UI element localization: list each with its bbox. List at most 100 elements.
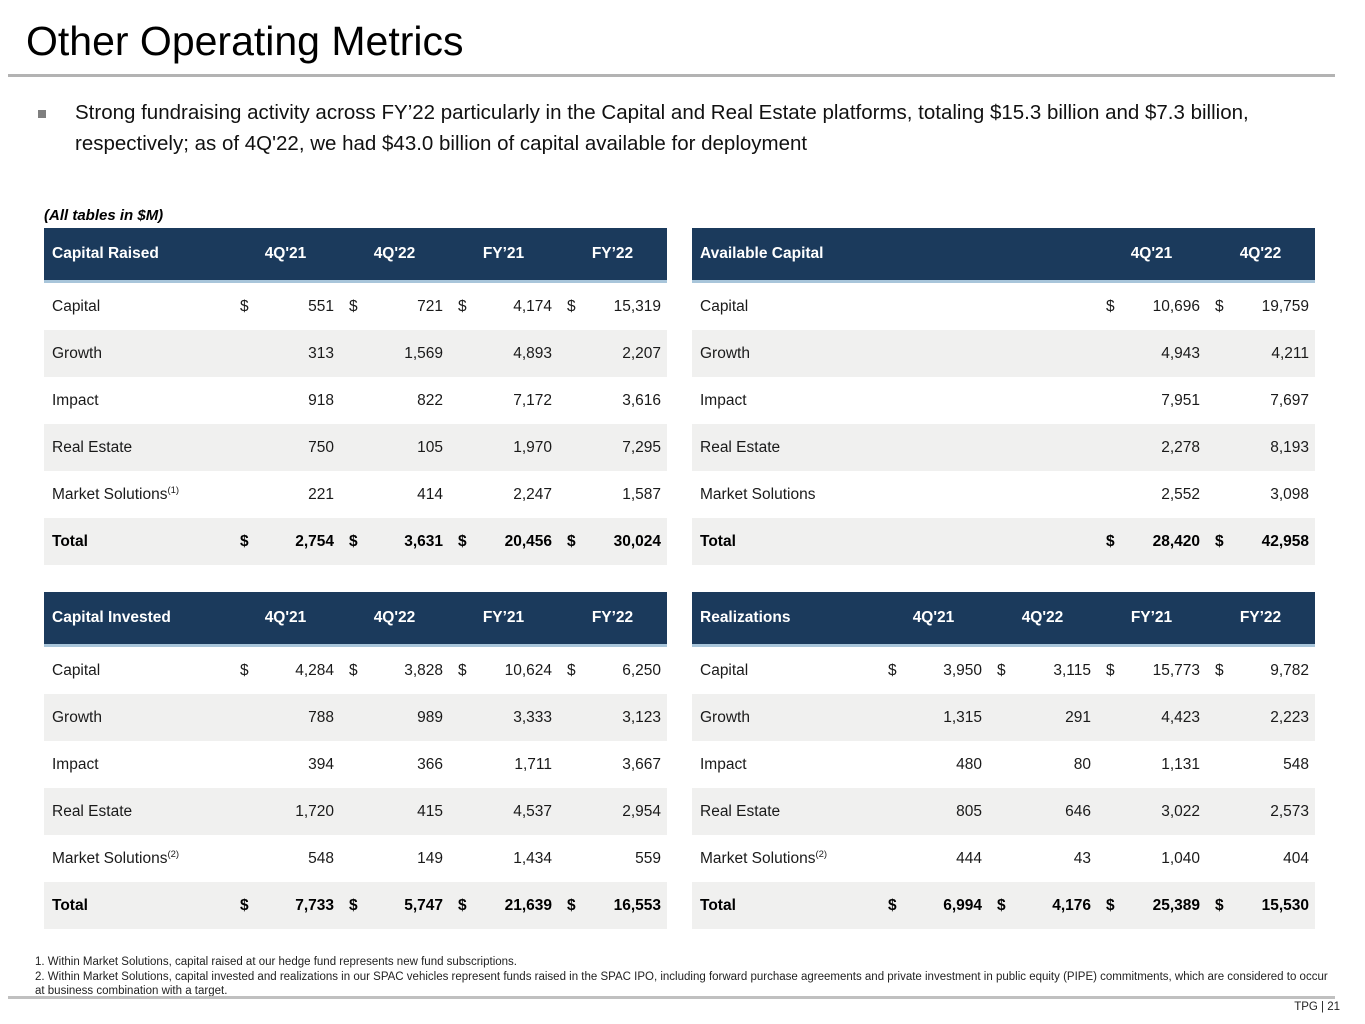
row-label-text: Impact bbox=[52, 755, 99, 773]
value-cell: 1,131 bbox=[1097, 756, 1206, 774]
footnote-1: 1. Within Market Solutions, capital rais… bbox=[35, 956, 517, 968]
row-label: Growth bbox=[692, 709, 879, 727]
value: 4,284 bbox=[295, 661, 334, 679]
row-label-text: Impact bbox=[700, 755, 747, 773]
value: 149 bbox=[417, 849, 443, 867]
value: 414 bbox=[417, 485, 443, 503]
currency-symbol: $ bbox=[349, 297, 358, 315]
table-header-row: Available Capital 4Q'21 4Q'22 bbox=[692, 228, 1315, 283]
value: 9,782 bbox=[1270, 661, 1309, 679]
value-cell: $10,696 bbox=[1097, 298, 1206, 316]
row-label-text: Total bbox=[52, 896, 88, 914]
value-cell: $15,319 bbox=[558, 298, 667, 316]
value-cell: 918 bbox=[231, 392, 340, 410]
row-label: Total bbox=[44, 533, 231, 551]
table-row: Impact 7,951 7,697 bbox=[692, 377, 1315, 424]
value: 394 bbox=[308, 755, 334, 773]
value-cell: 2,207 bbox=[558, 345, 667, 363]
value-cell: $25,389 bbox=[1097, 897, 1206, 915]
row-label: Real Estate bbox=[692, 439, 1097, 457]
value: 80 bbox=[1073, 755, 1091, 773]
value: 8,193 bbox=[1270, 438, 1309, 456]
value-cell: 414 bbox=[340, 486, 449, 504]
row-label-text: Growth bbox=[700, 708, 750, 726]
value: 221 bbox=[308, 485, 334, 503]
page-number: TPG | 21 bbox=[1294, 1001, 1340, 1013]
value-cell: 3,667 bbox=[558, 756, 667, 774]
value-cell: 1,587 bbox=[558, 486, 667, 504]
value: 105 bbox=[417, 438, 443, 456]
value-cell: 548 bbox=[1206, 756, 1315, 774]
currency-symbol: $ bbox=[888, 661, 897, 679]
currency-symbol: $ bbox=[1215, 896, 1224, 914]
value: 3,667 bbox=[622, 755, 661, 773]
footnotes: 1. Within Market Solutions, capital rais… bbox=[35, 955, 1340, 999]
footer-divider bbox=[8, 996, 1335, 999]
value-cell: $30,024 bbox=[558, 533, 667, 551]
currency-symbol: $ bbox=[458, 896, 467, 914]
column-header: 4Q'22 bbox=[1239, 245, 1282, 262]
table-row: Total $28,420 $42,958 bbox=[692, 518, 1315, 565]
column-header: 4Q'22 bbox=[373, 245, 416, 262]
row-label: Impact bbox=[692, 756, 879, 774]
currency-symbol: $ bbox=[1106, 661, 1115, 679]
value-cell: 822 bbox=[340, 392, 449, 410]
table-row: Market Solutions(2) 548 149 1,434 559 bbox=[44, 835, 667, 882]
value-cell: $3,828 bbox=[340, 662, 449, 680]
value: 313 bbox=[308, 344, 334, 362]
value: 1,587 bbox=[622, 485, 661, 503]
row-label-text: Impact bbox=[52, 391, 99, 409]
value: 548 bbox=[308, 849, 334, 867]
column-header: FY’22 bbox=[1239, 609, 1282, 626]
value-cell: $42,958 bbox=[1206, 533, 1315, 551]
value-cell: 105 bbox=[340, 439, 449, 457]
table-row: Growth 4,943 4,211 bbox=[692, 330, 1315, 377]
currency-symbol: $ bbox=[567, 661, 576, 679]
column-header: FY’21 bbox=[1130, 609, 1173, 626]
value-cell: 404 bbox=[1206, 850, 1315, 868]
bullet-marker-icon bbox=[38, 110, 46, 118]
table-row: Growth 313 1,569 4,893 2,207 bbox=[44, 330, 667, 377]
value: 30,024 bbox=[613, 532, 661, 550]
currency-symbol: $ bbox=[458, 297, 467, 315]
value: 5,747 bbox=[404, 896, 443, 914]
row-label-text: Real Estate bbox=[52, 438, 133, 456]
value: 4,176 bbox=[1052, 896, 1091, 914]
value-cell: 4,943 bbox=[1097, 345, 1206, 363]
value: 4,893 bbox=[513, 344, 552, 362]
value-cell: 480 bbox=[879, 756, 988, 774]
row-label-text: Market Solutions bbox=[52, 485, 168, 503]
table-header-row: Capital Invested 4Q'21 4Q'22 FY’21 FY’22 bbox=[44, 592, 667, 647]
row-label-text: Capital bbox=[52, 297, 101, 315]
value-cell: 2,552 bbox=[1097, 486, 1206, 504]
value: 15,319 bbox=[613, 297, 661, 315]
value: 2,207 bbox=[622, 344, 661, 362]
summary-bullet-text: Strong fundraising activity across FY’22… bbox=[75, 101, 1249, 155]
value-cell: 559 bbox=[558, 850, 667, 868]
value: 21,639 bbox=[504, 896, 552, 914]
value: 15,773 bbox=[1152, 661, 1200, 679]
value: 7,733 bbox=[295, 896, 334, 914]
row-label: Real Estate bbox=[44, 803, 231, 821]
value-cell: 548 bbox=[231, 850, 340, 868]
table-row: Impact 480 80 1,131 548 bbox=[692, 741, 1315, 788]
value-cell: 1,040 bbox=[1097, 850, 1206, 868]
footnote-ref: (2) bbox=[167, 848, 180, 860]
footnote-ref: (1) bbox=[167, 484, 180, 496]
value-cell: $4,176 bbox=[988, 897, 1097, 915]
value-cell: 1,970 bbox=[449, 439, 558, 457]
value-cell: 7,172 bbox=[449, 392, 558, 410]
column-header: FY’21 bbox=[482, 245, 525, 262]
value-cell: 3,616 bbox=[558, 392, 667, 410]
value: 3,828 bbox=[404, 661, 443, 679]
row-label: Capital bbox=[44, 662, 231, 680]
column-header: FY’22 bbox=[591, 609, 634, 626]
value-cell: $15,773 bbox=[1097, 662, 1206, 680]
table-row: Real Estate 1,720 415 4,537 2,954 bbox=[44, 788, 667, 835]
value: 2,278 bbox=[1161, 438, 1200, 456]
row-label-text: Real Estate bbox=[700, 802, 781, 820]
row-label-text: Real Estate bbox=[52, 802, 133, 820]
value: 28,420 bbox=[1152, 532, 1200, 550]
row-label: Market Solutions(2) bbox=[692, 849, 879, 868]
value: 444 bbox=[956, 849, 982, 867]
